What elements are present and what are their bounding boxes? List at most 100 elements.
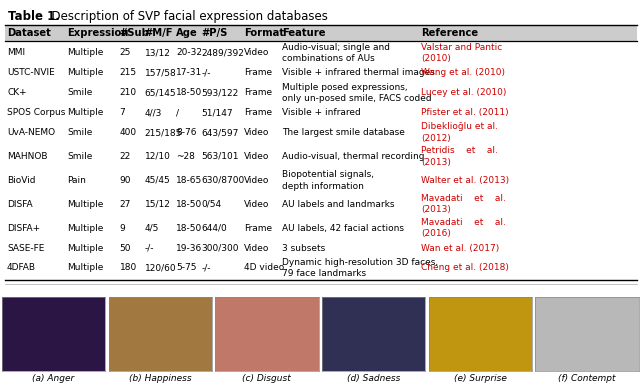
Text: (e) Surprise: (e) Surprise [454,374,506,383]
Text: Mavadati    et    al.
(2016): Mavadati et al. (2016) [420,218,506,238]
Text: 180: 180 [120,263,137,273]
Text: 644/0: 644/0 [202,223,227,233]
Text: Reference: Reference [420,28,478,38]
Text: BioVid: BioVid [7,176,36,185]
Text: MMI: MMI [7,49,25,58]
Text: Age: Age [177,28,198,38]
Text: 25: 25 [120,49,131,58]
Text: Biopotential signals,
depth information: Biopotential signals, depth information [282,170,374,191]
Text: 4DFAB: 4DFAB [7,263,36,273]
Text: Description of SVP facial expression databases: Description of SVP facial expression dat… [44,10,328,23]
Text: Video: Video [244,152,269,161]
Text: DISFA+: DISFA+ [7,223,40,233]
Text: -/-: -/- [145,244,154,252]
Text: 2489/392: 2489/392 [202,49,244,58]
Text: Wang et al. (2010): Wang et al. (2010) [420,68,505,77]
Text: 3 subsets: 3 subsets [282,244,325,252]
Text: /: / [177,108,179,117]
Text: Petridis    et    al.
(2013): Petridis et al. (2013) [420,146,498,167]
Text: -/-: -/- [202,263,211,273]
Text: 215: 215 [120,68,136,77]
Bar [5,105,637,120]
Text: 13/12: 13/12 [145,49,171,58]
Text: Smile: Smile [67,152,92,161]
Text: 51/147: 51/147 [202,108,233,117]
Text: 0/54: 0/54 [202,200,221,209]
Text: Multiple: Multiple [67,263,104,273]
Bar [5,81,637,105]
Bar [5,41,637,65]
Text: 22: 22 [120,152,131,161]
Text: Video: Video [244,176,269,185]
Text: Frame: Frame [244,88,272,97]
Text: 19-36: 19-36 [177,244,203,252]
Text: Dynamic high-resolution 3D faces,
79 face landmarks: Dynamic high-resolution 3D faces, 79 fac… [282,258,438,278]
Text: Feature: Feature [282,28,325,38]
Text: USTC-NVIE: USTC-NVIE [7,68,55,77]
Text: 12/10: 12/10 [145,152,171,161]
Text: 210: 210 [120,88,136,97]
Text: 4/5: 4/5 [145,223,159,233]
Text: 400: 400 [120,128,136,137]
Bar [5,240,637,256]
Text: 20-32: 20-32 [177,49,202,58]
Text: Table 1.: Table 1. [8,10,60,23]
Text: SPOS Corpus: SPOS Corpus [7,108,65,117]
Text: (a) Anger: (a) Anger [32,374,74,383]
Text: SASE-FE: SASE-FE [7,244,44,252]
Text: Wan et al. (2017): Wan et al. (2017) [420,244,499,252]
Text: (b) Happiness: (b) Happiness [129,374,191,383]
Text: Visible + infrared thermal images: Visible + infrared thermal images [282,68,435,77]
Text: Pfister et al. (2011): Pfister et al. (2011) [420,108,508,117]
Text: Multiple: Multiple [67,49,104,58]
Text: Multiple: Multiple [67,68,104,77]
Text: Frame: Frame [244,68,272,77]
Text: 157/58: 157/58 [145,68,177,77]
Bar [5,144,637,168]
Text: #M/F: #M/F [145,28,173,38]
Text: (d) Sadness: (d) Sadness [347,374,400,383]
Text: 27: 27 [120,200,131,209]
Text: Smile: Smile [67,88,92,97]
Text: 5-75: 5-75 [177,263,197,273]
Text: Multiple: Multiple [67,223,104,233]
Text: Visible + infrared: Visible + infrared [282,108,360,117]
Text: 300/300: 300/300 [202,244,239,252]
Text: Video: Video [244,49,269,58]
Text: CK+: CK+ [7,88,27,97]
Text: 18-50: 18-50 [177,200,203,209]
Text: 18-65: 18-65 [177,176,203,185]
Text: Cheng et al. (2018): Cheng et al. (2018) [420,263,509,273]
Text: Multiple: Multiple [67,244,104,252]
Text: Dataset: Dataset [7,28,51,38]
Bar [5,25,637,41]
Text: 15/12: 15/12 [145,200,171,209]
Text: DISFA: DISFA [7,200,33,209]
Text: 215/185: 215/185 [145,128,182,137]
Text: Multiple: Multiple [67,200,104,209]
Text: 593/122: 593/122 [202,88,239,97]
Text: 630/8700: 630/8700 [202,176,245,185]
Text: Expression: Expression [67,28,129,38]
Bar [5,65,637,81]
Text: (f) Contempt: (f) Contempt [558,374,616,383]
Text: #Sub: #Sub [120,28,149,38]
Text: 8-76: 8-76 [177,128,197,137]
Text: 120/60: 120/60 [145,263,177,273]
Bar [5,168,637,192]
Text: 9: 9 [120,223,125,233]
Text: Dibeklioğlu et al.
(2012): Dibeklioğlu et al. (2012) [420,122,498,143]
Text: 563/101: 563/101 [202,152,239,161]
Text: Valstar and Pantic
(2010): Valstar and Pantic (2010) [420,43,502,63]
Text: Mavadati    et    al.
(2013): Mavadati et al. (2013) [420,194,506,215]
Bar [5,192,637,216]
Text: Smile: Smile [67,128,92,137]
Bar [5,216,637,240]
Text: Audio-visual, thermal recording: Audio-visual, thermal recording [282,152,424,161]
Text: 65/145: 65/145 [145,88,177,97]
Text: 18-50: 18-50 [177,223,203,233]
Text: The largest smile database: The largest smile database [282,128,404,137]
Text: 45/45: 45/45 [145,176,170,185]
Text: 4D video: 4D video [244,263,284,273]
Text: UvA-NEMO: UvA-NEMO [7,128,55,137]
